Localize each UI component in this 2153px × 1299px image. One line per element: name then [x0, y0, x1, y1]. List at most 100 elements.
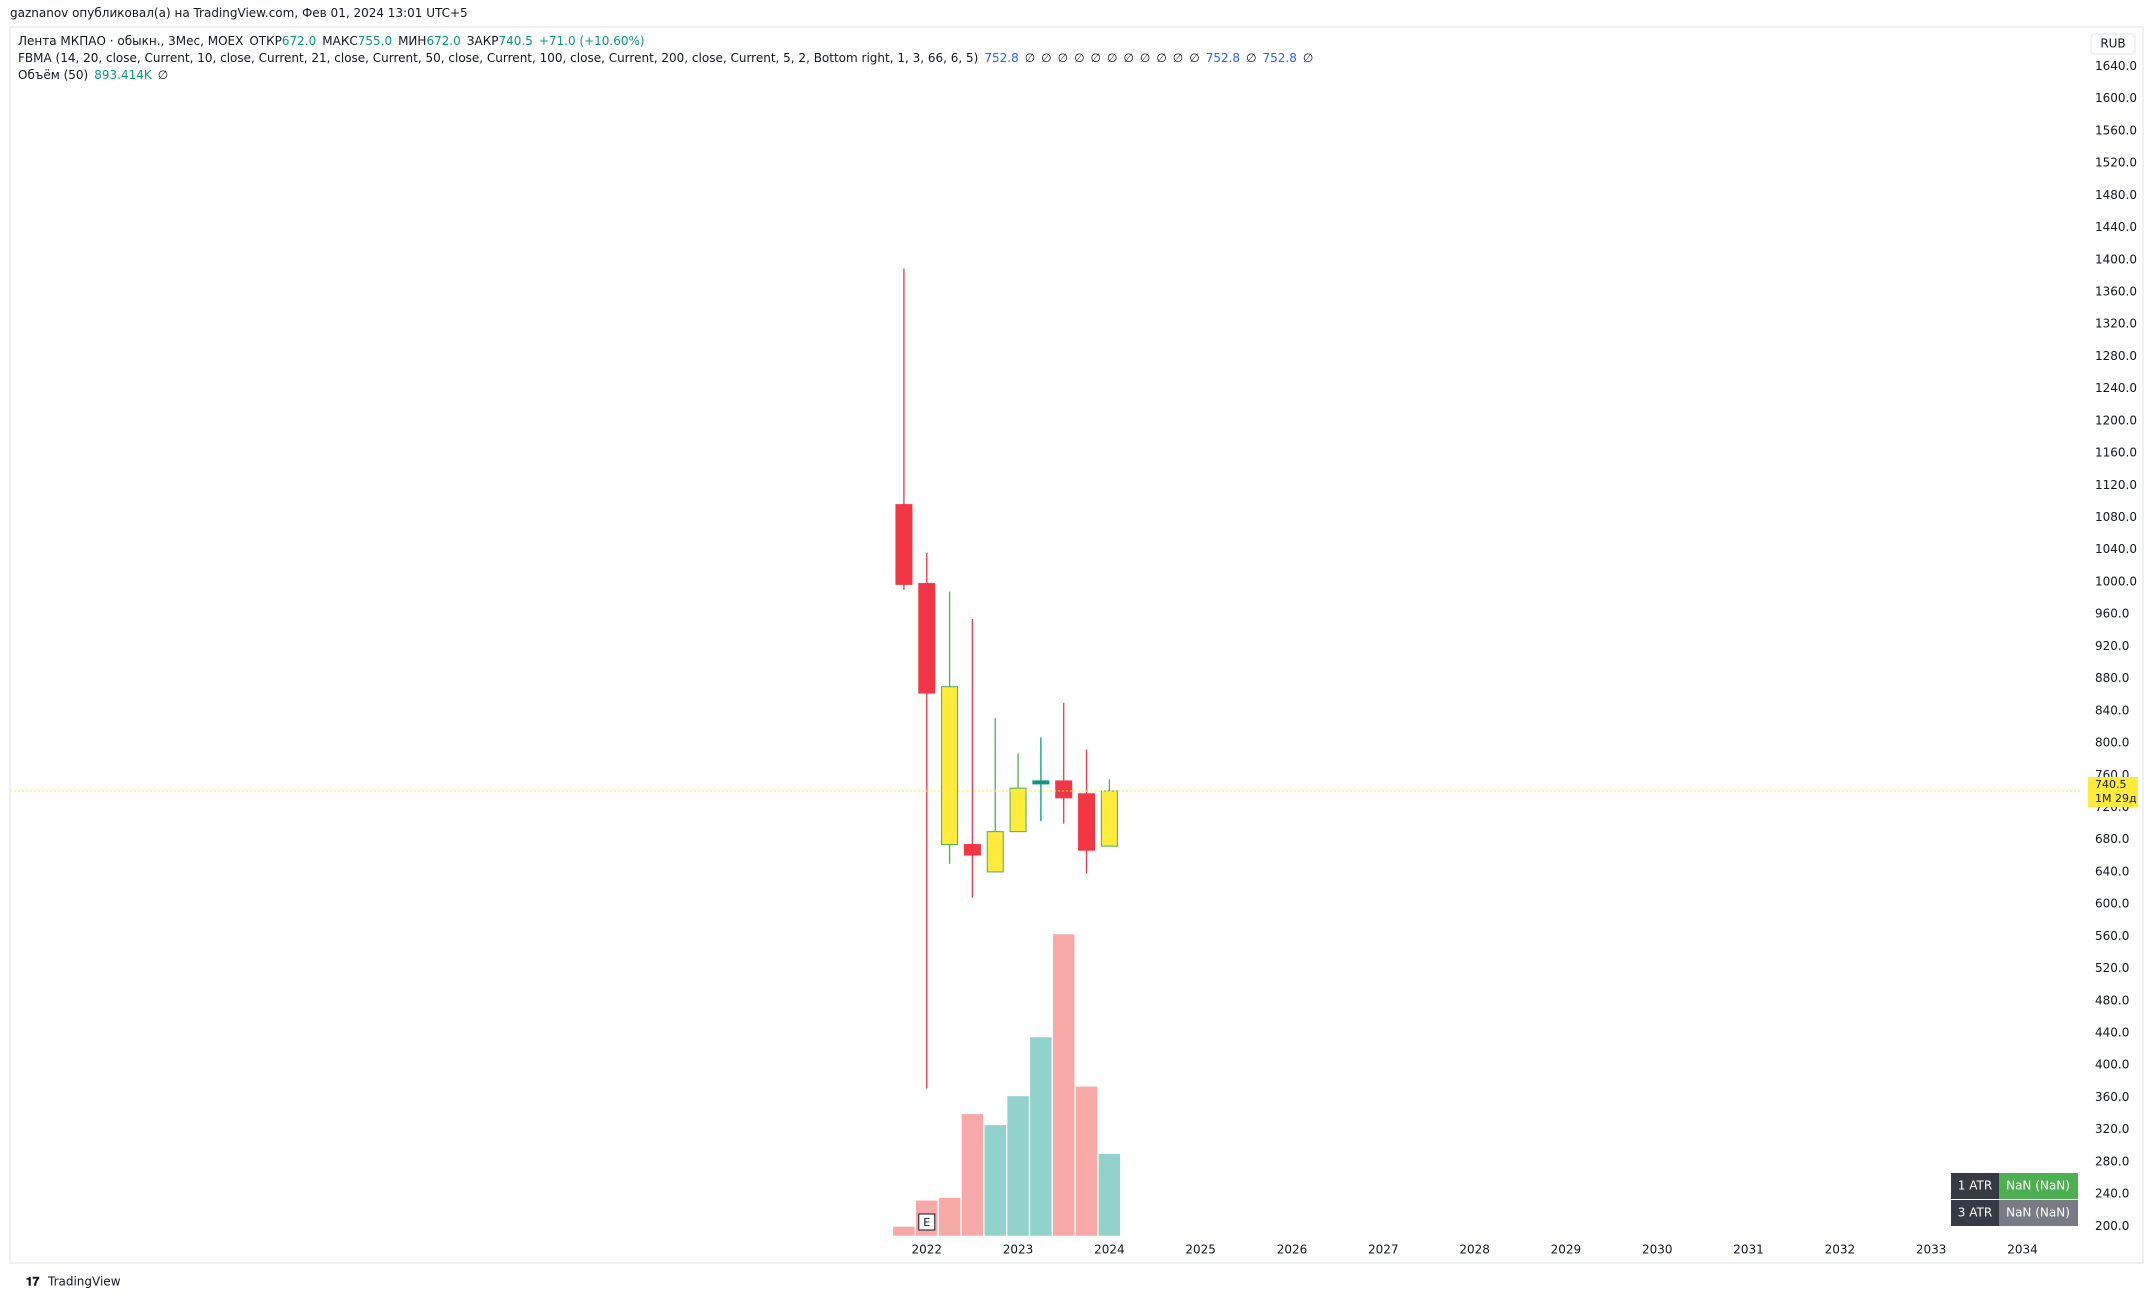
fbma-value: ∅	[1189, 51, 1200, 65]
ohlc-value: 672.0	[281, 34, 317, 48]
volume-legend: Объём (50) 893.414K ∅	[18, 68, 168, 82]
fbma-value: ∅	[1139, 51, 1151, 65]
y-tick-label: 840.0	[2095, 703, 2129, 717]
footer: TradingView	[47, 1275, 121, 1289]
volume-label: Объём (50)	[18, 68, 89, 82]
event-marker: E	[923, 1216, 930, 1229]
candle-body	[941, 686, 959, 846]
chart-frame	[9, 26, 2144, 1264]
candle-body	[1009, 787, 1027, 833]
y-tick-label: 400.0	[2095, 1058, 2129, 1072]
fbma-value: ∅	[1041, 51, 1052, 65]
x-tick-label: 2023	[1003, 1243, 1034, 1257]
ohlc-value: 672.0	[426, 34, 461, 48]
y-tick-label: 1160.0	[2095, 446, 2137, 460]
volume-bar	[983, 1124, 1007, 1237]
volume-bar	[1052, 933, 1075, 1237]
x-tick-label: 2032	[1825, 1243, 1856, 1257]
atr-label: 1 ATR	[1958, 1179, 1992, 1193]
y-tick-label: 640.0	[2095, 864, 2129, 878]
candle-body	[1032, 780, 1050, 785]
x-tick-label: 2024	[1094, 1243, 1125, 1257]
volume-value: ∅	[157, 68, 169, 82]
x-tick-label: 2029	[1551, 1243, 1582, 1257]
fbma-value: ∅	[1172, 51, 1184, 65]
candle-body	[895, 504, 913, 585]
y-tick-label: 440.0	[2095, 1026, 2129, 1040]
candle-body	[1055, 780, 1073, 799]
fbma-value: ∅	[1246, 51, 1257, 65]
fbma-value: ∅	[1074, 51, 1085, 65]
author-line: gaznanov опубликовал(а) на TradingView.c…	[10, 6, 468, 20]
y-tick-label: 1320.0	[2095, 317, 2137, 331]
y-tick-label: 1000.0	[2095, 574, 2137, 588]
y-tick-label: 520.0	[2095, 961, 2129, 975]
ohlc-label: МИН	[398, 34, 427, 48]
volume-bar	[1006, 1095, 1030, 1237]
x-tick-label: 2031	[1733, 1243, 1764, 1257]
y-tick-label: 1360.0	[2095, 284, 2137, 298]
y-tick-label: 1200.0	[2095, 413, 2137, 427]
ohlc-value: 755.0	[357, 34, 393, 48]
fbma-value: ∅	[1090, 51, 1101, 65]
volume-bar	[1029, 1036, 1053, 1237]
y-tick-label: 800.0	[2095, 736, 2129, 750]
ohlc-label: ОТКР	[249, 34, 282, 48]
atr-value: NaN (NaN)	[2006, 1179, 2070, 1193]
change: +71.0 (+10.60%)	[538, 34, 645, 48]
y-tick-label: 1520.0	[2095, 156, 2137, 170]
atr-value: NaN (NaN)	[2006, 1206, 2070, 1220]
x-tick-label: 2027	[1368, 1243, 1399, 1257]
volume-bar	[961, 1113, 984, 1237]
y-tick-label: 880.0	[2095, 671, 2129, 685]
atr-label: 3 ATR	[1958, 1206, 1992, 1220]
y-tick-label: 1040.0	[2095, 542, 2137, 556]
fbma-legend: FBMA (14, 20, close, Current, 10, close,…	[18, 51, 1313, 65]
symbol: Лента МКПАО · обыкн., 3Мес, MOEX	[18, 34, 244, 48]
y-tick-label: 960.0	[2095, 607, 2129, 621]
y-tick-label: 920.0	[2095, 639, 2129, 653]
fbma-value: ∅	[1106, 51, 1118, 65]
y-tick-label: 360.0	[2095, 1090, 2129, 1104]
y-tick-label: 320.0	[2095, 1122, 2129, 1136]
fbma-label: FBMA (14, 20, close, Current, 10, close,…	[18, 51, 979, 65]
y-tick-label: 240.0	[2095, 1187, 2129, 1201]
candle-body	[1100, 790, 1118, 847]
y-tick-label: 1560.0	[2095, 123, 2137, 137]
event-marker-box	[918, 1213, 936, 1231]
x-tick-label: 2026	[1277, 1243, 1308, 1257]
volume-bar	[938, 1197, 961, 1237]
countdown: 1М 29д	[2095, 792, 2137, 805]
x-tick-label: 2034	[2007, 1243, 2038, 1257]
ohlc-item: МАКС755.0	[322, 34, 392, 48]
candle-body	[1078, 793, 1096, 851]
price-label-box	[2088, 776, 2138, 807]
y-tick-label: 1480.0	[2095, 188, 2137, 202]
candle-body	[963, 844, 981, 856]
y-tick-label: 1440.0	[2095, 220, 2137, 234]
y-tick-label: 280.0	[2095, 1154, 2129, 1168]
atr-label-cell	[1951, 1173, 1999, 1199]
ohlc-label: МАКС	[322, 34, 358, 48]
price-label: 740.5	[2095, 778, 2127, 791]
fbma-value: 752.8	[984, 51, 1019, 65]
ohlc-item: МИН672.0	[398, 34, 461, 48]
volume-bar	[1075, 1086, 1098, 1237]
y-tick-label: 1600.0	[2095, 91, 2137, 105]
x-tick-label: 2025	[1185, 1243, 1216, 1257]
atr-value-cell	[1999, 1173, 2078, 1199]
y-tick-label: 1400.0	[2095, 252, 2137, 266]
y-tick-label: 600.0	[2095, 897, 2129, 911]
y-tick-label: 560.0	[2095, 929, 2129, 943]
x-tick-label: 2022	[911, 1243, 942, 1257]
y-tick-label: 1080.0	[2095, 510, 2137, 524]
candle-body	[986, 831, 1004, 873]
ohlc-value: 740.5	[498, 34, 533, 48]
fbma-value: 752.8	[1262, 51, 1297, 65]
currency-box[interactable]	[2090, 33, 2136, 55]
x-tick-label: 2033	[1916, 1243, 1947, 1257]
y-tick-label: 1280.0	[2095, 349, 2137, 363]
fbma-value: ∅	[1123, 51, 1134, 65]
